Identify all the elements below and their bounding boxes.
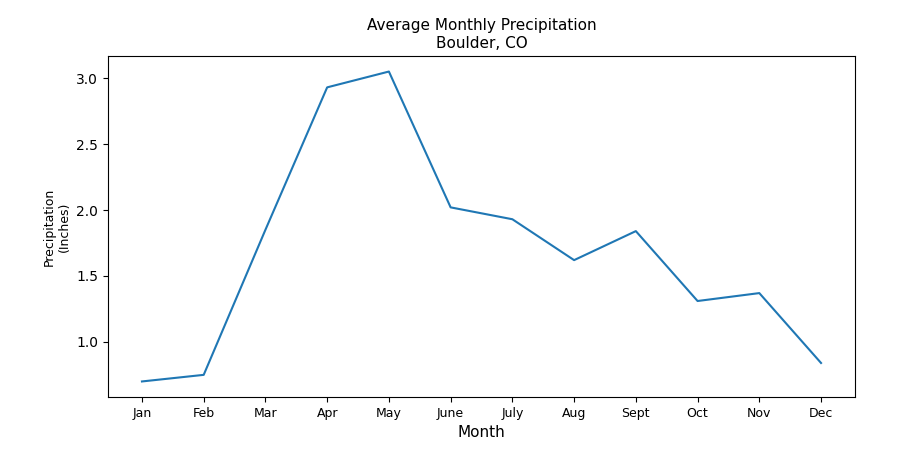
X-axis label: Month: Month: [457, 425, 506, 440]
Y-axis label: Precipitation
(Inches): Precipitation (Inches): [42, 187, 71, 266]
Title: Average Monthly Precipitation
Boulder, CO: Average Monthly Precipitation Boulder, C…: [366, 18, 597, 51]
